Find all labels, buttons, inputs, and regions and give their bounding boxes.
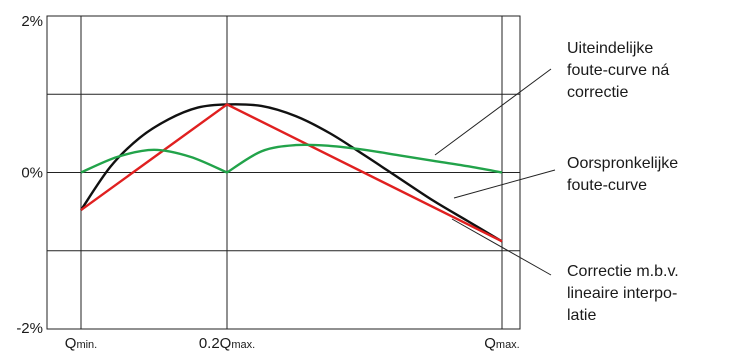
callout-original: Oorspronkelijke foute-curve	[567, 155, 678, 194]
callout-final: Uiteindelijke foute-curve ná correctie	[567, 40, 669, 101]
series-group	[80, 103, 503, 243]
series-line-final	[80, 143, 503, 174]
x-tick-label-qmin: Qmin.	[65, 335, 97, 352]
grid	[46, 15, 521, 330]
leader-line-original	[453, 169, 556, 199]
y-tick-labels: 2% 0% -2%	[16, 13, 43, 337]
callout-correction: Correctie m.b.v. lineaire interpo-latie	[567, 263, 679, 324]
callout-leaders	[434, 68, 556, 276]
leader-line-correction	[451, 218, 552, 276]
x-tick-label-q02: 0.2Qmax.	[199, 335, 255, 352]
series-line-correction	[80, 103, 503, 243]
x-tick-labels: Qmin. 0.2Qmax. Qmax.	[65, 335, 520, 352]
y-tick-label: 2%	[21, 13, 43, 30]
callouts: Uiteindelijke foute-curve ná correctie Oors…	[567, 40, 679, 324]
y-tick-label: 0%	[21, 165, 43, 182]
y-tick-label: -2%	[16, 320, 43, 337]
x-tick-label-qmax: Qmax.	[484, 335, 520, 352]
leader-line-final	[434, 68, 552, 156]
series-line-original	[80, 103, 503, 243]
